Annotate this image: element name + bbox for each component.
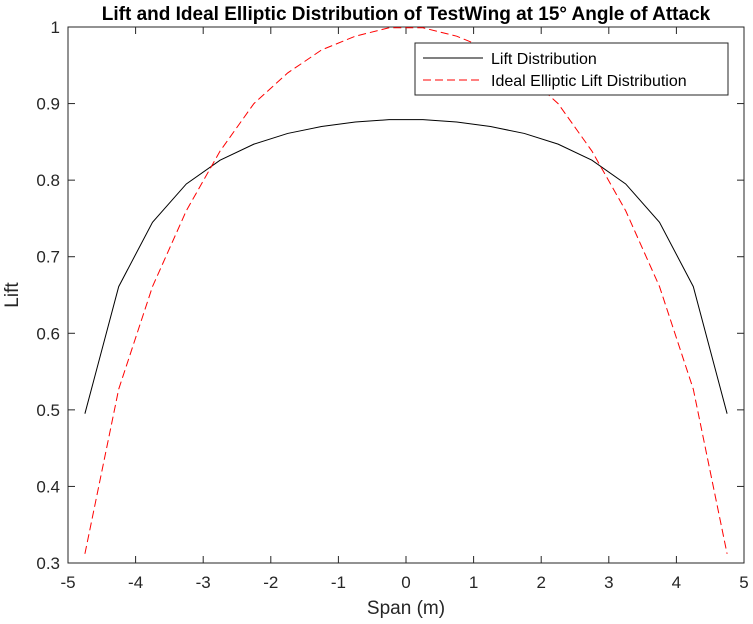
legend-label: Ideal Elliptic Lift Distribution	[491, 73, 687, 90]
legend-label: Lift Distribution	[491, 51, 597, 68]
y-tick-label: 1	[51, 18, 60, 37]
y-tick-label: 0.8	[36, 171, 60, 190]
x-tick-label: -2	[263, 573, 278, 592]
legend: Lift Distribution Ideal Elliptic Lift Dis…	[414, 42, 729, 96]
series-layer	[84, 27, 728, 554]
y-axis: 0.3 0.4 0.5 0.6 0.7 0.8 0.9 1	[36, 18, 744, 573]
series-line-ideal-elliptic	[84, 27, 728, 554]
y-tick-label: 0.4	[36, 477, 60, 496]
x-tick-label: 5	[739, 573, 748, 592]
series-line-lift-distribution	[84, 119, 728, 414]
chart-title: Lift and Ideal Elliptic Distribution of …	[102, 4, 711, 25]
x-tick-label: -3	[196, 573, 211, 592]
x-axis-label: Span (m)	[367, 598, 445, 619]
y-axis-label: Lift	[2, 282, 23, 308]
x-tick-label: -5	[60, 573, 75, 592]
x-tick-label: 0	[401, 573, 410, 592]
x-tick-label: 3	[604, 573, 613, 592]
x-tick-label: 4	[672, 573, 681, 592]
legend-box	[414, 42, 729, 96]
x-tick-label: -4	[128, 573, 143, 592]
y-tick-label: 0.7	[36, 248, 60, 267]
x-axis: -5 -4 -3 -2 -1 0 1 2 3 4 5	[60, 27, 749, 592]
plot-area	[67, 26, 745, 564]
y-tick-label: 0.5	[36, 401, 60, 420]
y-tick-label: 0.6	[36, 324, 60, 343]
y-tick-label: 0.3	[36, 554, 60, 573]
x-tick-label: 1	[469, 573, 478, 592]
x-tick-label: 2	[536, 573, 545, 592]
x-tick-label: -1	[331, 573, 346, 592]
y-tick-label: 0.9	[36, 95, 60, 114]
